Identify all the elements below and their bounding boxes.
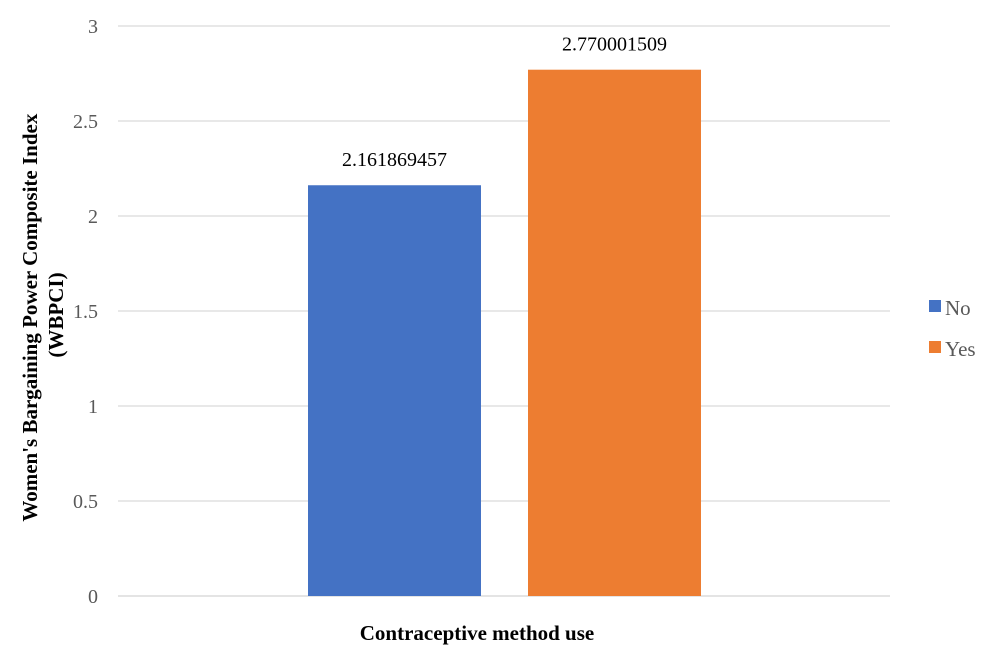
y-tick-label: 1.5 (73, 301, 98, 323)
legend-swatch-no (929, 300, 941, 312)
y-axis-ticks: 0 0.5 1 1.5 2 2.5 3 (73, 16, 98, 608)
legend: No Yes (929, 296, 976, 361)
x-axis-title: Contraceptive method use (360, 621, 594, 645)
data-labels: 2.161869457 2.770001509 (342, 34, 667, 172)
bars (308, 69, 701, 597)
data-label-no: 2.161869457 (342, 149, 447, 171)
y-tick-label: 2.5 (73, 111, 98, 133)
bar-no (308, 185, 481, 596)
bar-yes (528, 69, 701, 597)
y-tick-label: 1 (88, 396, 98, 418)
legend-label-no: No (945, 296, 971, 320)
y-tick-label: 0.5 (73, 491, 98, 513)
gridlines (118, 25, 890, 597)
legend-label-yes: Yes (945, 337, 976, 361)
y-tick-label: 0 (88, 586, 98, 608)
y-axis-title: Women's Bargaining Power Composite Index… (18, 108, 68, 521)
data-label-yes: 2.770001509 (562, 34, 667, 56)
y-tick-label: 3 (88, 16, 98, 38)
y-axis-title-line-2: (WBPCI) (44, 272, 68, 357)
y-tick-label: 2 (88, 206, 98, 228)
y-axis-title-line-1: Women's Bargaining Power Composite Index (18, 113, 42, 521)
legend-swatch-yes (929, 341, 941, 353)
